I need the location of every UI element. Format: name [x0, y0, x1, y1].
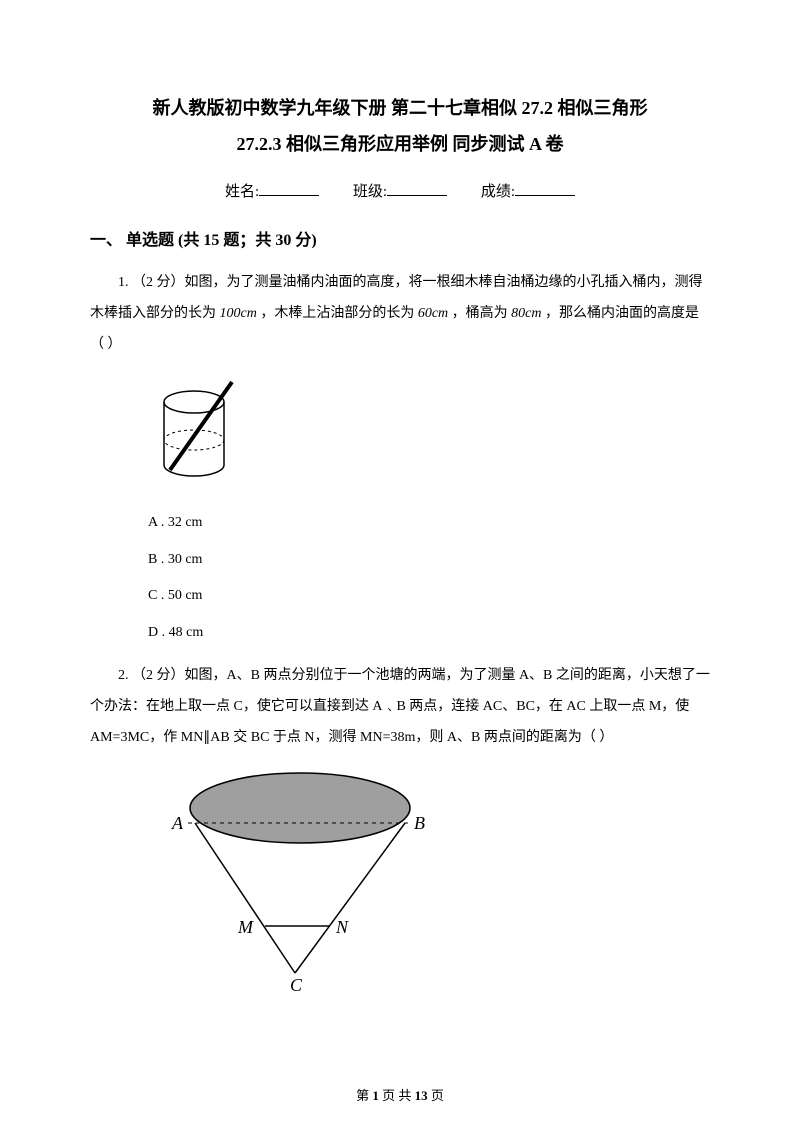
title-line-1: 新人教版初中数学九年级下册 第二十七章相似 27.2 相似三角形	[90, 90, 710, 126]
q1-val1: 100cm	[220, 306, 257, 321]
q1-val2: 60cm	[418, 306, 448, 321]
q1-option-d: D . 48 cm	[148, 615, 710, 651]
title-line-2: 27.2.3 相似三角形应用举例 同步测试 A 卷	[90, 126, 710, 162]
q1-mid2: ，桶高为	[448, 306, 511, 321]
page: 新人教版初中数学九年级下册 第二十七章相似 27.2 相似三角形 27.2.3 …	[0, 0, 800, 1132]
footer-suffix: 页	[428, 1088, 444, 1103]
svg-text:M: M	[237, 917, 254, 937]
barrel-icon	[150, 370, 260, 490]
figure-1	[150, 370, 710, 495]
q1-option-c: C . 50 cm	[148, 578, 710, 614]
class-label: 班级:	[353, 184, 387, 200]
info-line: 姓名: 班级: 成绩:	[90, 180, 710, 201]
class-blank	[387, 181, 447, 196]
page-footer: 第 1 页 共 13 页	[0, 1085, 800, 1104]
question-2: 2. （2 分）如图，A、B 两点分别位于一个池塘的两端，为了测量 A、B 之间…	[90, 661, 710, 753]
footer-mid: 页 共	[379, 1088, 415, 1103]
name-label: 姓名:	[225, 184, 259, 200]
q1-val3: 80cm	[511, 306, 541, 321]
figure-2: A B M N C	[150, 763, 710, 998]
footer-total: 13	[415, 1088, 428, 1103]
question-1: 1. （2 分）如图，为了测量油桶内油面的高度，将一根细木棒自油桶边缘的小孔插入…	[90, 268, 710, 360]
score-label: 成绩:	[481, 184, 515, 200]
score-blank	[515, 181, 575, 196]
section-title: 一、 单选题 (共 15 题；共 30 分)	[90, 226, 710, 250]
name-blank	[259, 181, 319, 196]
q1-option-a: A . 32 cm	[148, 505, 710, 541]
q1-options: A . 32 cm B . 30 cm C . 50 cm D . 48 cm	[148, 505, 710, 651]
svg-text:N: N	[335, 917, 349, 937]
svg-text:C: C	[290, 975, 303, 993]
footer-prefix: 第	[356, 1088, 372, 1103]
svg-text:B: B	[414, 813, 425, 833]
q1-option-b: B . 30 cm	[148, 542, 710, 578]
svg-text:A: A	[171, 813, 184, 833]
q1-mid1: ，木棒上沾油部分的长为	[257, 306, 418, 321]
pond-diagram-icon: A B M N C	[150, 763, 440, 993]
